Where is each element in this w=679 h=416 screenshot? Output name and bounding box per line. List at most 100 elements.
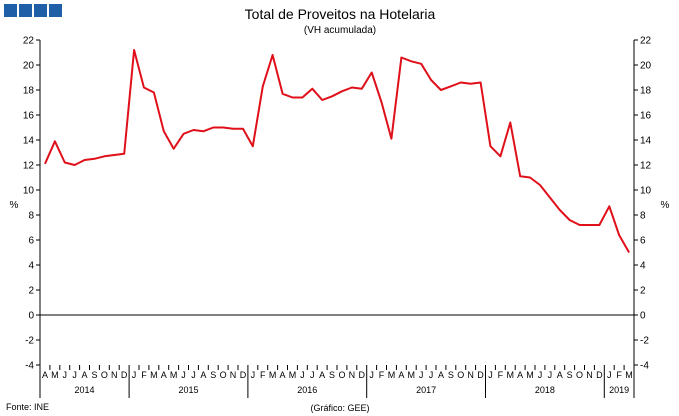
- credit-note: (Gráfico: GEE): [310, 403, 369, 413]
- x-month-label: O: [576, 370, 583, 380]
- x-month-label: D: [596, 370, 603, 380]
- source-note: Fonte: INE: [6, 402, 49, 412]
- x-month-label: M: [269, 370, 277, 380]
- x-month-label: M: [170, 370, 178, 380]
- y-tick-label-right: 20: [640, 61, 652, 72]
- x-month-label: A: [398, 370, 404, 380]
- x-year-label: 2016: [297, 385, 317, 395]
- y-tick-label-left: 6: [28, 236, 34, 247]
- x-month-label: S: [91, 370, 97, 380]
- y-tick-label-right: 12: [640, 161, 652, 172]
- y-tick-label-right: 6: [640, 236, 646, 247]
- logo-square: [34, 4, 47, 17]
- brand-logo: [4, 4, 62, 17]
- x-month-label: O: [338, 370, 345, 380]
- x-month-label: D: [121, 370, 128, 380]
- x-month-label: M: [388, 370, 396, 380]
- x-year-label: 2017: [416, 385, 436, 395]
- x-month-label: O: [220, 370, 227, 380]
- x-month-label: A: [200, 370, 206, 380]
- x-month-label: M: [625, 370, 633, 380]
- chart-title: Total de Proveitos na Hotelaria: [245, 6, 436, 22]
- y-tick-label-left: 18: [23, 86, 35, 97]
- x-month-label: J: [191, 370, 196, 380]
- y-tick-label-left: 20: [23, 61, 35, 72]
- x-month-label: M: [289, 370, 297, 380]
- x-month-label: J: [63, 370, 68, 380]
- series-line: [44, 49, 630, 253]
- x-year-label: 2014: [75, 385, 95, 395]
- logo-square: [49, 4, 62, 17]
- x-year-label: 2015: [178, 385, 198, 395]
- x-month-label: A: [82, 370, 88, 380]
- x-month-label: J: [419, 370, 424, 380]
- y-tick-label-right: 8: [640, 211, 646, 222]
- x-month-label: N: [349, 370, 356, 380]
- x-month-label: D: [359, 370, 366, 380]
- x-month-label: O: [457, 370, 464, 380]
- x-month-label: A: [438, 370, 444, 380]
- y-tick-label-left: 4: [28, 261, 34, 272]
- y-tick-label-left: -2: [25, 336, 34, 347]
- x-month-label: A: [280, 370, 286, 380]
- x-month-label: M: [526, 370, 534, 380]
- x-month-label: F: [379, 370, 385, 380]
- x-month-label: J: [72, 370, 77, 380]
- x-month-label: J: [488, 370, 493, 380]
- y-tick-label-right: 0: [640, 311, 646, 322]
- y-tick-label-right: -4: [640, 361, 649, 372]
- plot-frame: [39, 40, 635, 365]
- y-axis-label-left: %: [10, 200, 19, 211]
- y-tick-label-left: 10: [23, 186, 35, 197]
- logo-square: [19, 4, 32, 17]
- x-month-label: J: [538, 370, 543, 380]
- x-month-label: F: [616, 370, 622, 380]
- y-axis-label-right: %: [661, 200, 670, 211]
- x-month-label: J: [310, 370, 315, 380]
- x-month-label: J: [132, 370, 137, 380]
- y-axis-right: -4 -2 0 2 4 6 8 10 12 14 16 18 20 22: [634, 36, 652, 372]
- x-month-label: S: [210, 370, 216, 380]
- series-line-path: [44, 49, 630, 253]
- x-month-label: J: [607, 370, 612, 380]
- y-tick-label-right: 4: [640, 261, 646, 272]
- x-month-label: A: [517, 370, 523, 380]
- x-month-label: J: [369, 370, 374, 380]
- x-month-label: M: [150, 370, 158, 380]
- y-tick-label-left: 16: [23, 111, 35, 122]
- x-month-label: M: [507, 370, 515, 380]
- x-month-label: F: [141, 370, 147, 380]
- x-month-label: J: [251, 370, 256, 380]
- y-tick-label-left: 12: [23, 161, 35, 172]
- y-tick-label-left: 2: [28, 286, 34, 297]
- y-tick-label-right: 16: [640, 111, 652, 122]
- x-month-label: S: [448, 370, 454, 380]
- chart-subtitle: (VH acumulada): [304, 25, 376, 36]
- x-month-label: A: [42, 370, 48, 380]
- x-year-label: 2019: [609, 385, 629, 395]
- y-tick-label-right: 18: [640, 86, 652, 97]
- x-month-label: A: [161, 370, 167, 380]
- y-tick-label-left: 0: [28, 311, 34, 322]
- x-month-label: N: [111, 370, 118, 380]
- x-month-label: S: [329, 370, 335, 380]
- x-month-label: J: [429, 370, 434, 380]
- x-month-label: F: [498, 370, 504, 380]
- x-month-label: J: [548, 370, 553, 380]
- y-tick-label-right: 14: [640, 136, 652, 147]
- y-tick-label-left: -4: [25, 361, 34, 372]
- logo-square: [4, 4, 17, 17]
- y-axis-left: -4 -2 0 2 4 6 8 10 12 14 16 18 20 22: [23, 36, 40, 372]
- y-tick-label-right: 10: [640, 186, 652, 197]
- y-tick-label-left: 22: [23, 36, 35, 47]
- x-month-label: M: [408, 370, 416, 380]
- x-year-label: 2018: [535, 385, 555, 395]
- y-tick-label-right: -2: [640, 336, 649, 347]
- x-month-label: S: [567, 370, 573, 380]
- x-month-label: F: [260, 370, 266, 380]
- y-tick-label-left: 8: [28, 211, 34, 222]
- x-month-label: O: [101, 370, 108, 380]
- x-month-label: J: [181, 370, 186, 380]
